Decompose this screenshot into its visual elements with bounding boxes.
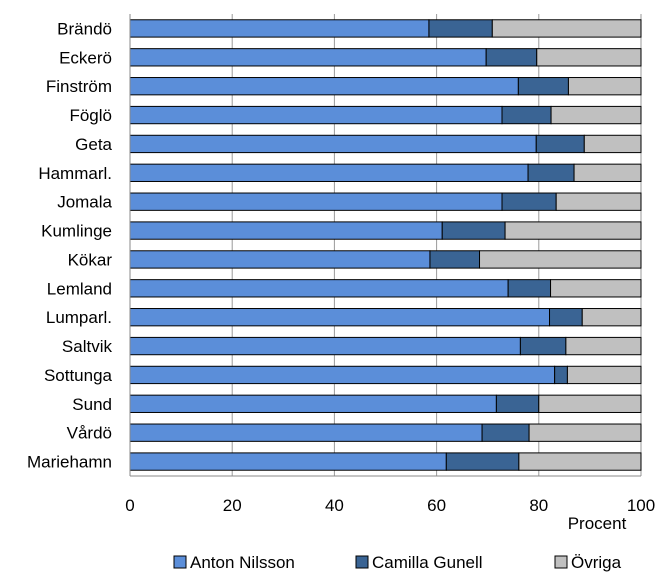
bars bbox=[129, 14, 642, 477]
bar-segment-1-8 bbox=[129, 221, 443, 240]
category-label: Sottunga bbox=[44, 366, 113, 385]
category-label: Saltvik bbox=[62, 337, 113, 356]
bar-segment-1-15 bbox=[129, 423, 483, 442]
bar-segment-2-6 bbox=[527, 163, 575, 182]
bar-segment-2-4 bbox=[501, 105, 552, 125]
x-tick-label: 80 bbox=[529, 496, 548, 515]
legend-label: Anton Nilsson bbox=[190, 553, 295, 572]
category-label: Lemland bbox=[47, 279, 112, 298]
bar-segment-3-4 bbox=[550, 105, 642, 125]
category-labels: Brändö Eckerö Finström Föglö Geta Hammarl. Jom… bbox=[27, 19, 113, 471]
category-label: Sund bbox=[72, 395, 112, 414]
bar-segment-3-5 bbox=[583, 134, 642, 154]
bar-segment-3-10 bbox=[550, 279, 642, 298]
legend: Anton Nilsson Camilla Gunell Övriga bbox=[173, 553, 622, 572]
bar-segment-1-4 bbox=[129, 105, 503, 125]
x-tick-labels: 0 20 40 60 80 100 bbox=[125, 496, 655, 515]
category-label: Finström bbox=[46, 77, 112, 96]
bar-segment-3-14 bbox=[538, 394, 642, 413]
category-label: Mariehamn bbox=[27, 453, 112, 472]
x-tick-label: 20 bbox=[223, 496, 242, 515]
bar-segment-2-5 bbox=[535, 134, 585, 154]
category-label: Brändö bbox=[57, 19, 112, 38]
bar-segment-3-13 bbox=[566, 365, 642, 385]
category-label: Geta bbox=[75, 135, 112, 154]
bar-segment-1-6 bbox=[129, 163, 529, 182]
bar-segment-3-16 bbox=[518, 452, 642, 471]
category-label: Kumlinge bbox=[41, 222, 112, 241]
bar-segment-2-2 bbox=[485, 48, 538, 67]
bar-segment-1-10 bbox=[129, 279, 509, 298]
category-label: Vårdö bbox=[67, 424, 112, 443]
category-label: Eckerö bbox=[59, 48, 112, 67]
bar-segment-1-14 bbox=[129, 394, 497, 413]
bar-segment-2-14 bbox=[495, 394, 540, 413]
bar-segment-3-8 bbox=[504, 221, 642, 240]
bar-segment-2-1 bbox=[428, 19, 493, 38]
category-label: Lumparl. bbox=[46, 308, 112, 327]
legend-label: Camilla Gunell bbox=[372, 553, 483, 572]
x-tick-label: 40 bbox=[325, 496, 344, 515]
x-axis-label: Procent bbox=[568, 514, 627, 533]
bar-segment-1-5 bbox=[129, 134, 537, 154]
category-label: Kökar bbox=[68, 250, 113, 269]
bar-segment-2-15 bbox=[481, 423, 530, 442]
bar-segment-1-13 bbox=[129, 365, 556, 385]
x-tick-label: 60 bbox=[427, 496, 446, 515]
legend-swatch bbox=[355, 555, 369, 569]
category-label: Föglö bbox=[69, 106, 112, 125]
bar-segment-2-11 bbox=[549, 308, 583, 327]
bar-segment-2-8 bbox=[441, 221, 506, 240]
legend-swatch bbox=[554, 555, 568, 569]
bar-segment-3-1 bbox=[491, 19, 642, 38]
bar-segment-2-3 bbox=[517, 77, 569, 96]
legend-swatch bbox=[173, 555, 187, 569]
bar-segment-1-11 bbox=[129, 308, 551, 327]
bar-segment-2-9 bbox=[429, 250, 481, 269]
bar-segment-1-7 bbox=[129, 192, 503, 211]
bar-segment-1-2 bbox=[129, 48, 487, 67]
bar-segment-3-9 bbox=[479, 250, 642, 269]
bar-segment-1-12 bbox=[129, 336, 521, 356]
category-label: Jomala bbox=[57, 193, 112, 212]
bar-segment-1-3 bbox=[129, 77, 519, 96]
bar-segment-3-3 bbox=[567, 77, 642, 96]
bar-segment-3-11 bbox=[581, 308, 642, 327]
bar-segment-3-12 bbox=[565, 336, 642, 356]
bar-segment-3-2 bbox=[536, 48, 642, 67]
bar-segment-3-6 bbox=[573, 163, 642, 182]
bar-segment-1-9 bbox=[129, 250, 431, 269]
bar-segment-2-13 bbox=[554, 365, 568, 385]
x-tick-label: 0 bbox=[125, 496, 134, 515]
bar-segment-1-16 bbox=[129, 452, 447, 471]
legend-label: Övriga bbox=[571, 553, 622, 572]
category-label: Hammarl. bbox=[38, 164, 112, 183]
bar-segment-3-15 bbox=[528, 423, 642, 442]
x-tick-label: 100 bbox=[627, 496, 655, 515]
bar-segment-2-7 bbox=[501, 192, 557, 211]
bar-segment-2-12 bbox=[519, 336, 567, 356]
bar-segment-1-1 bbox=[129, 19, 430, 38]
bar-segment-3-7 bbox=[555, 192, 642, 211]
bar-segment-2-10 bbox=[507, 279, 552, 298]
bar-segment-2-16 bbox=[445, 452, 520, 471]
